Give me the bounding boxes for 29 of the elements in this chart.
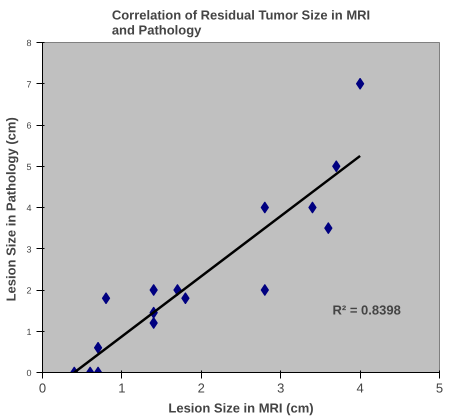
- y-tick-label: 3: [26, 244, 32, 254]
- point: [181, 292, 190, 304]
- y-tick-label: 7: [26, 79, 32, 90]
- point: [324, 222, 333, 234]
- point: [356, 78, 364, 90]
- y-tick-label: 1: [26, 326, 32, 337]
- point: [260, 202, 269, 214]
- point: [102, 292, 110, 304]
- x-tick-label: 4: [356, 380, 364, 396]
- chart-title: Correlation of Residual Tumor Size in MRI and Pathology: [112, 8, 370, 38]
- y-tick-label: 0: [26, 368, 32, 378]
- x-axis-title: Lesion Size in MRI (cm): [168, 400, 314, 416]
- y-axis-title: Lesion Size in Pathology (cm): [3, 117, 18, 302]
- y-tick-label: 6: [26, 120, 32, 130]
- y-tick-label: 5: [26, 162, 32, 172]
- y-tick-label: 4: [26, 203, 32, 213]
- x-tick-label: 2: [198, 380, 205, 396]
- point: [94, 342, 102, 354]
- y-tick-label: 2: [26, 286, 32, 296]
- x-tick-label: 5: [436, 380, 444, 396]
- point: [260, 284, 269, 296]
- point: [149, 284, 158, 296]
- x-tick-label: 0: [38, 380, 46, 396]
- annotation: R² = 0.8398: [332, 302, 401, 318]
- x-tick-label: 1: [118, 380, 126, 396]
- x-tick-label: 3: [277, 380, 284, 396]
- y-tick-label: 8: [26, 38, 32, 48]
- point: [308, 202, 317, 214]
- point: [149, 317, 158, 329]
